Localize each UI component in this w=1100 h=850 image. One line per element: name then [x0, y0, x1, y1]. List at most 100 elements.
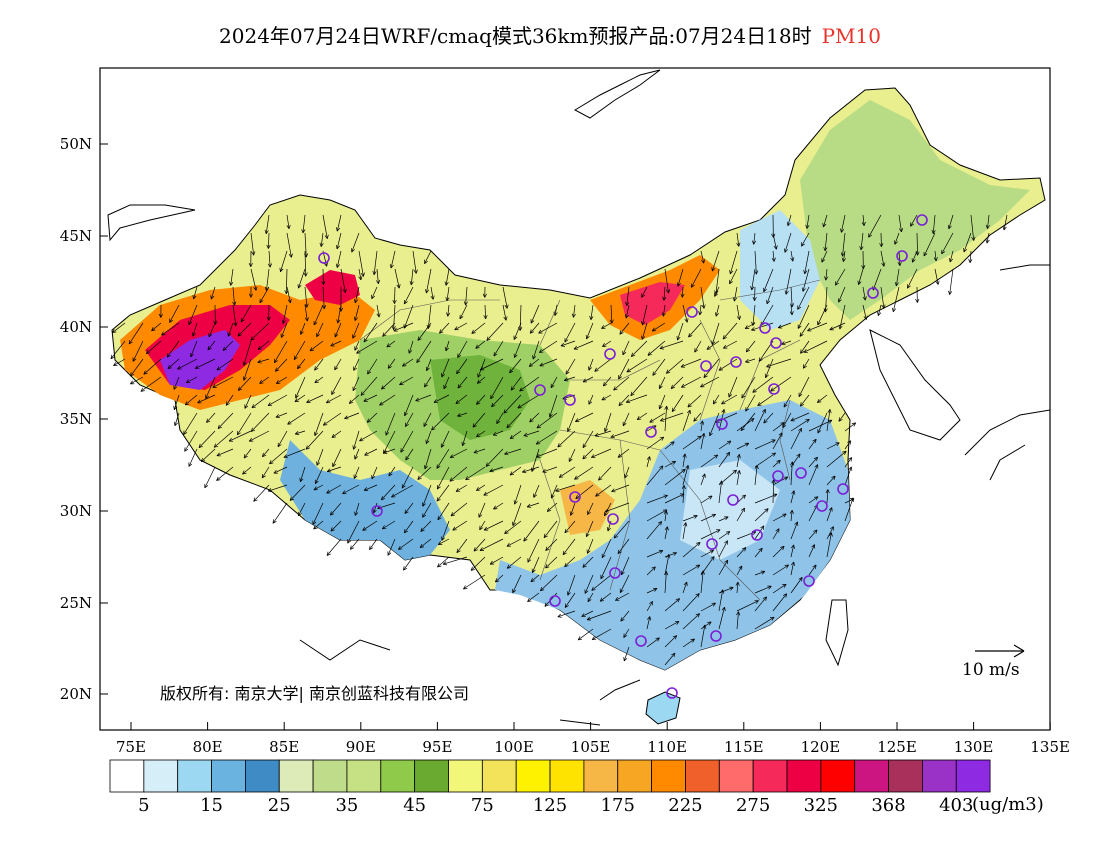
wind-arrow — [225, 394, 234, 406]
station-marker — [534, 384, 546, 396]
wind-arrow — [781, 340, 792, 346]
wind-arrow — [562, 538, 576, 556]
wind-arrow — [471, 322, 486, 334]
wind-arrow — [808, 544, 816, 558]
hainan-island — [645, 691, 681, 725]
wind-arrow — [647, 340, 666, 356]
wind-arrow — [208, 322, 216, 338]
legend-swatch — [177, 759, 212, 793]
wind-arrow — [550, 376, 558, 389]
wind-arrow — [334, 358, 342, 371]
wind-arrow — [625, 286, 630, 306]
wind-arrow — [425, 358, 432, 372]
wind-arrow — [682, 465, 690, 486]
wind-arrow — [772, 593, 788, 612]
wind-arrow — [790, 490, 796, 504]
wind-arrow — [161, 322, 180, 336]
wind-arrow — [646, 456, 651, 468]
wind-arrow — [837, 286, 846, 303]
wind-arrow — [409, 268, 414, 286]
wind-arrow — [539, 340, 558, 353]
wind-arrow — [340, 268, 347, 293]
lat-label: 40N — [60, 318, 92, 336]
wind-arrow — [728, 376, 738, 398]
wind-arrow — [513, 484, 522, 505]
wind-arrow — [618, 394, 630, 407]
wind-arrow — [662, 286, 667, 301]
wind-arrow — [304, 286, 309, 308]
station-marker — [759, 322, 771, 334]
wind-arrow — [415, 394, 432, 402]
wind-arrow — [803, 340, 828, 353]
wind-arrow — [711, 250, 720, 272]
wind-arrow — [681, 485, 686, 504]
wind-arrow — [376, 304, 381, 318]
station-marker — [549, 595, 561, 607]
wind-arrow — [641, 322, 648, 340]
wind-arrow — [620, 556, 630, 576]
wind-arrow — [700, 570, 705, 594]
wind-arrow — [316, 448, 324, 466]
wind-arrow — [587, 502, 594, 515]
wind-arrow — [297, 268, 306, 289]
wind-arrow — [392, 286, 397, 304]
wind-arrow — [718, 480, 724, 504]
wind-arrow — [483, 304, 488, 320]
wind-arrow — [490, 376, 504, 400]
wind-arrow — [217, 412, 234, 429]
wind-arrow — [923, 232, 936, 257]
wind-arrow — [216, 448, 234, 457]
plateau-dark-green — [430, 355, 530, 440]
wind-arrow — [444, 340, 450, 352]
wind-arrow — [722, 322, 738, 340]
wind-arrow — [205, 376, 216, 399]
wind-arrow — [536, 448, 558, 458]
taklamakan-purple — [160, 330, 240, 390]
wind-arrow — [476, 376, 486, 384]
wind-arrow — [197, 394, 216, 404]
wind-arrow — [569, 502, 576, 516]
legend-swatch — [685, 759, 720, 793]
japan-coastline — [964, 264, 1050, 481]
station-marker — [770, 337, 782, 349]
wind-arrow — [808, 496, 819, 504]
wind-arrow — [910, 214, 918, 227]
legend-label: 175 — [601, 795, 635, 816]
wind-arrow — [425, 268, 432, 294]
wind-arrow — [536, 412, 558, 429]
wind-arrow — [609, 304, 614, 324]
station-marker — [645, 426, 657, 438]
wind-arrow — [630, 340, 648, 357]
wind-arrow — [437, 502, 450, 521]
wind-arrow — [130, 376, 144, 385]
wind-arrow — [575, 484, 594, 499]
wind-arrow — [167, 358, 180, 370]
legend-swatch — [109, 759, 145, 793]
wind-arrow — [353, 466, 360, 479]
wind-arrow — [251, 394, 270, 409]
wind-arrow — [630, 376, 648, 396]
legend-label: 325 — [804, 795, 838, 816]
wind-arrow — [314, 376, 324, 384]
legend-label: 125 — [533, 795, 567, 816]
wind-arrow — [805, 214, 810, 229]
wind-arrow — [602, 340, 612, 347]
wind-arrow — [766, 286, 774, 305]
wind-arrow — [403, 286, 414, 305]
wind-arrow — [857, 268, 864, 285]
wind-arrow — [479, 520, 486, 531]
wind-arrow — [363, 484, 378, 491]
wind-arrow — [502, 286, 509, 309]
wind-arrow — [352, 376, 360, 392]
wind-arrow — [495, 574, 504, 583]
sichuan-orange — [560, 480, 615, 535]
station-marker — [700, 360, 712, 372]
wind-arrow — [387, 358, 396, 369]
wind-arrow — [506, 556, 522, 569]
wind-arrow — [351, 232, 360, 253]
wind-arrow — [772, 545, 785, 558]
wind-arrow — [664, 441, 675, 450]
legend-swatch — [854, 759, 889, 793]
wind-arrow — [735, 581, 740, 594]
wind-arrow — [543, 520, 558, 539]
